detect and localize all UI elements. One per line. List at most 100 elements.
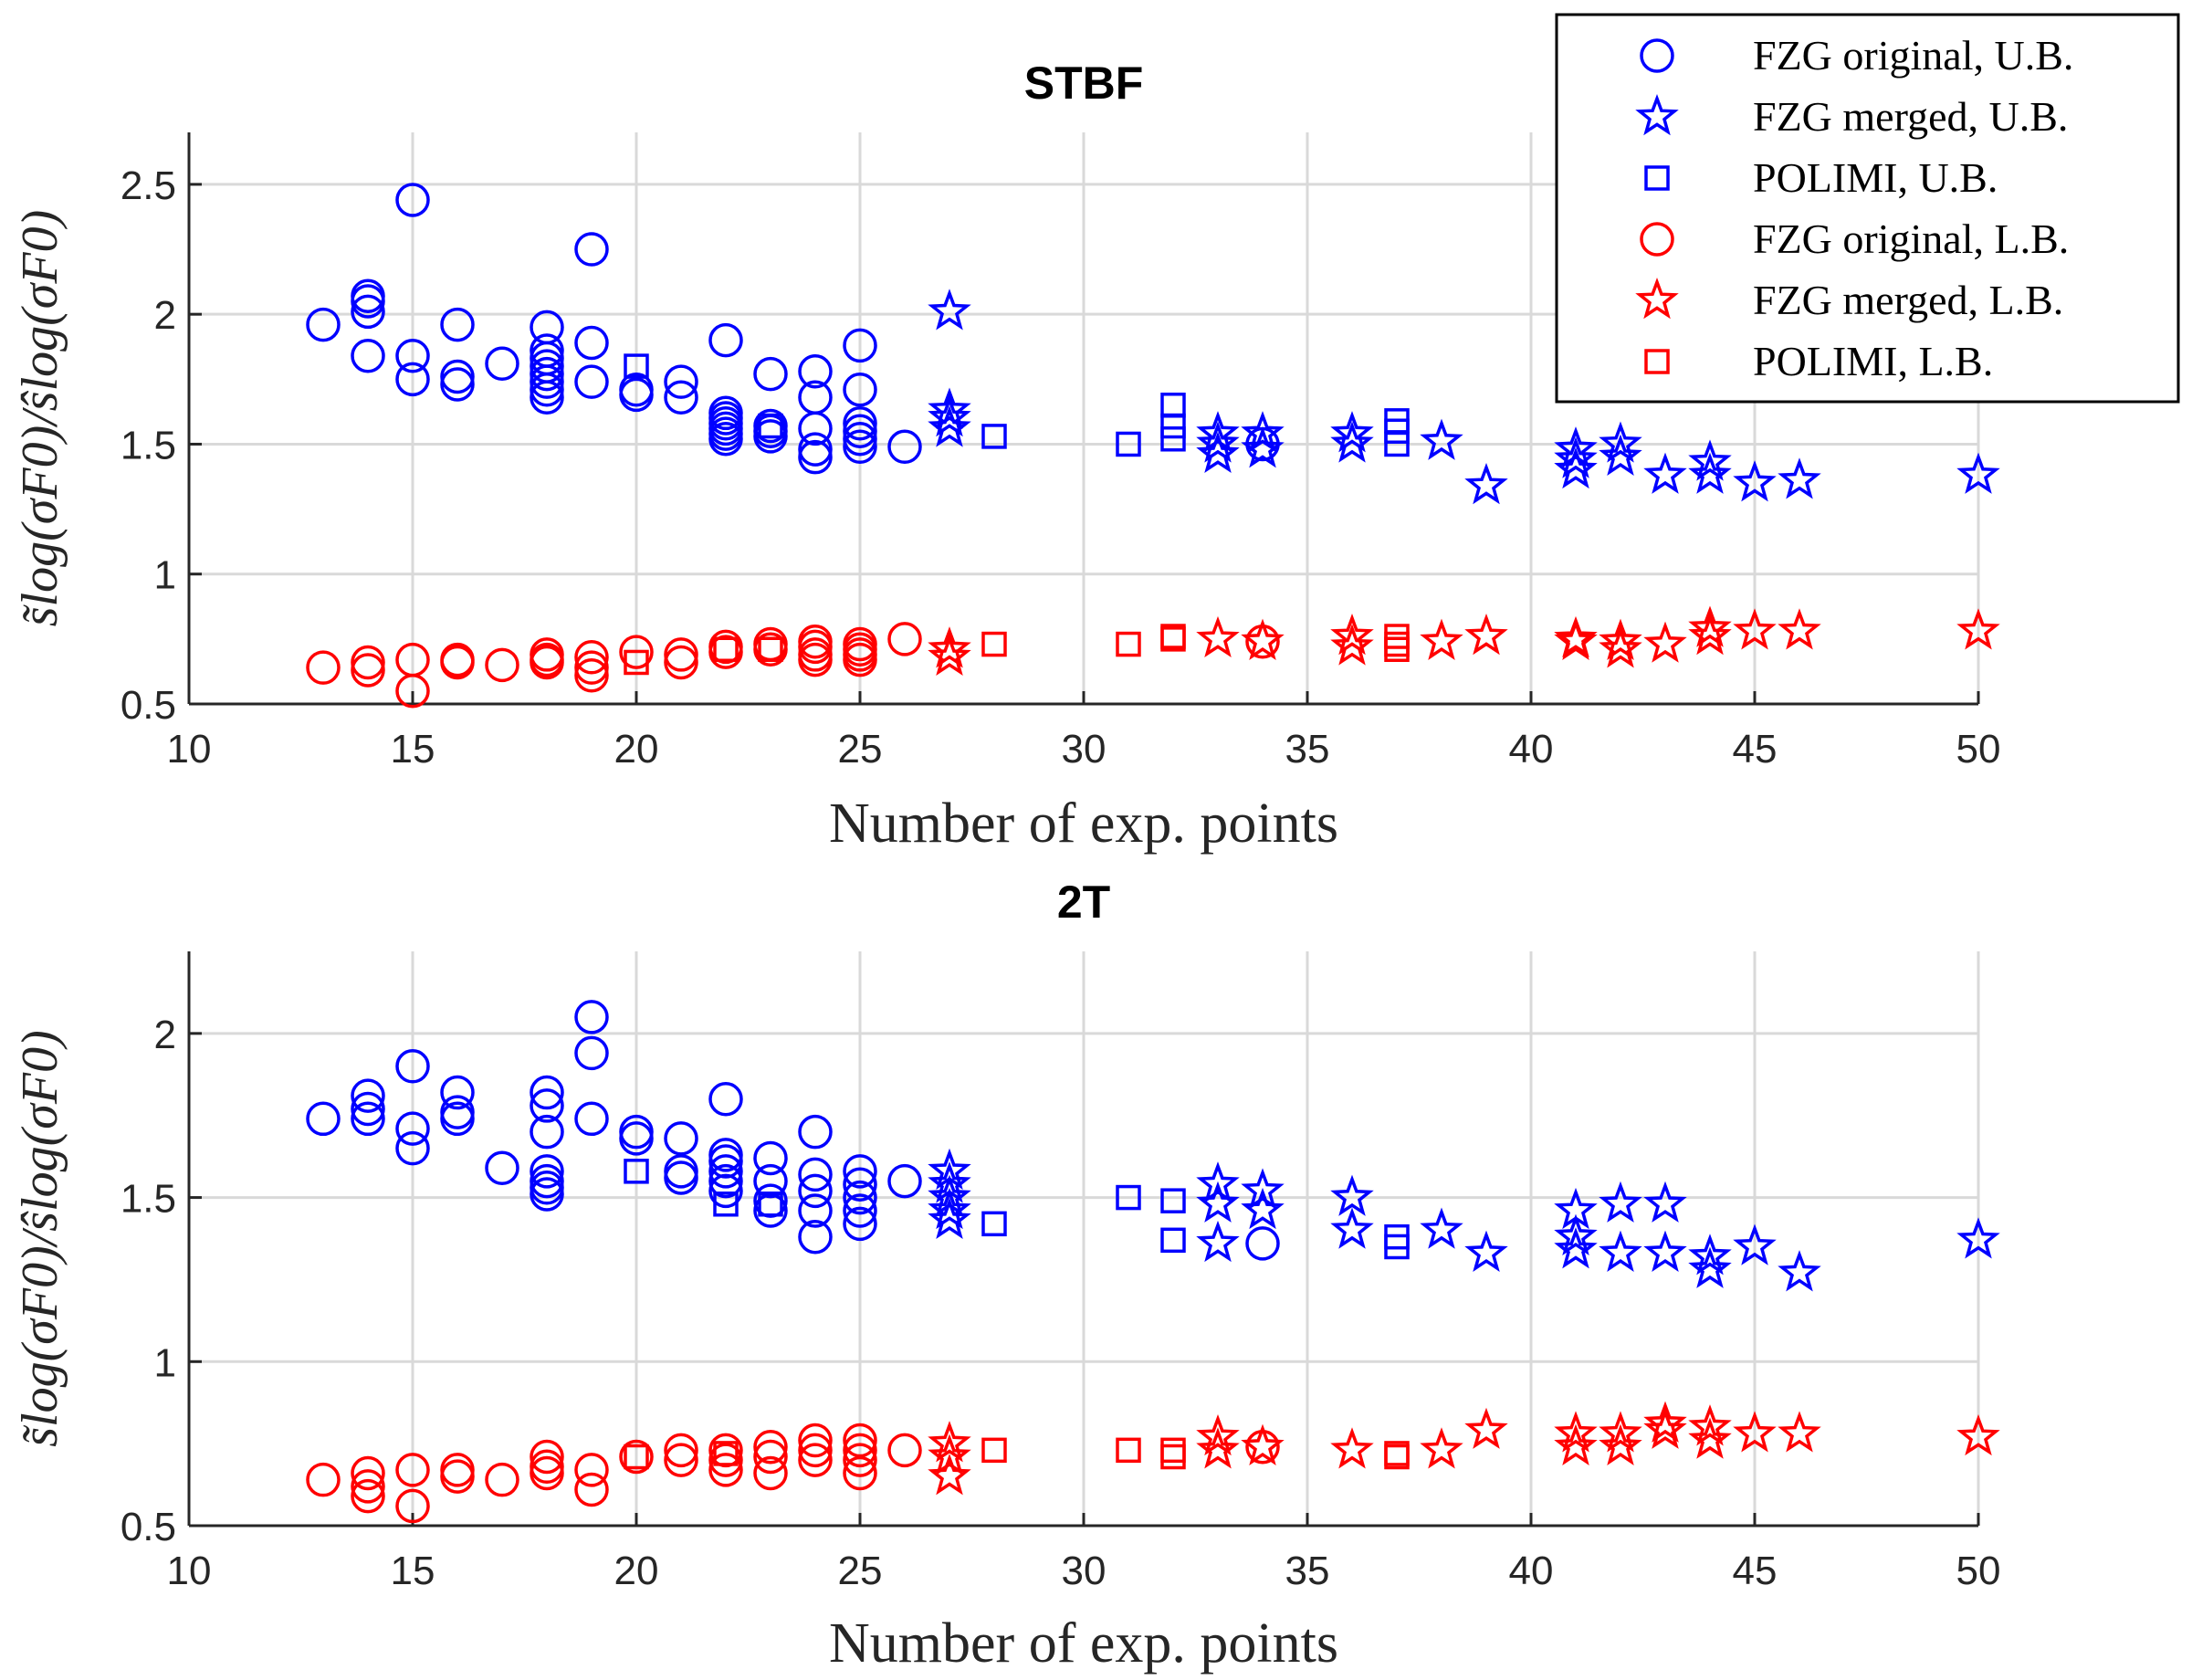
stbf-data-point <box>395 183 430 217</box>
stbf-data-point <box>798 432 833 467</box>
stbf-data-point <box>798 629 833 665</box>
2t-series-fzg-original-u-b <box>306 1000 1280 1261</box>
stbf-x-tick-label: 25 <box>838 727 883 772</box>
stbf-data-point <box>1688 605 1732 647</box>
2t-data-point <box>574 1035 609 1071</box>
2t-data-point <box>1643 1181 1687 1223</box>
stbf-data-point <box>843 414 877 448</box>
legend-entry-label: FZG merged, L.B. <box>1753 277 2063 323</box>
stbf-data-point <box>574 364 609 399</box>
stbf-data-point <box>351 338 385 373</box>
2t-data-point <box>1599 1230 1642 1272</box>
stbf-data-point <box>574 232 609 267</box>
2t-data-point <box>843 1423 877 1458</box>
2t-data-point <box>981 1211 1007 1237</box>
stbf-data-point <box>440 367 475 402</box>
stbf-data-point <box>530 372 564 407</box>
stbf-x-tick-label: 20 <box>614 727 659 772</box>
2t-data-point <box>1196 1220 1240 1263</box>
stbf-data-point <box>1160 413 1186 439</box>
2t-data-point <box>624 1159 649 1184</box>
2t-data-point <box>843 1180 877 1215</box>
2t-data-point <box>530 1455 564 1491</box>
2t-data-point <box>1384 1234 1410 1260</box>
2t-data-point <box>1196 1427 1240 1469</box>
stbf-data-point <box>1116 631 1141 657</box>
2t-data-point <box>1956 1413 2000 1456</box>
stbf-data-point <box>530 364 564 399</box>
2t-x-tick-label: 50 <box>1956 1549 2001 1593</box>
2t-data-point <box>351 1455 385 1491</box>
2t-data-point <box>1241 1187 1285 1230</box>
stbf-data-point <box>1196 411 1240 453</box>
2t-y-axis-label: s̃log(σF0)/ŝlog(σF0) <box>12 1030 68 1447</box>
stbf-data-point <box>887 622 922 656</box>
stbf-data-point <box>1160 393 1186 418</box>
stbf-data-point <box>1956 608 2000 650</box>
stbf-data-point <box>1420 418 1463 460</box>
stbf-data-point <box>624 649 649 676</box>
2t-data-point <box>440 1075 475 1110</box>
2t-data-point <box>758 1192 783 1217</box>
2t-series-fzg-original-l-b <box>306 1423 1280 1524</box>
stbf-data-point <box>708 635 743 669</box>
stbf-series-fzg-original-u-b <box>306 183 1280 475</box>
2t-series-fzg-merged-l-b <box>928 1401 2000 1496</box>
2t-data-point <box>574 1472 609 1507</box>
2t-y-tick-label: 1 <box>154 1340 176 1385</box>
stbf-data-point <box>351 284 385 319</box>
stbf-data-point <box>1330 624 1374 666</box>
2t-data-point <box>530 1439 564 1475</box>
stbf-data-point <box>306 650 341 685</box>
stbf-data-point <box>1688 613 1732 656</box>
2t-data-point <box>753 1193 788 1228</box>
stbf-data-point <box>530 645 564 680</box>
stbf-data-point <box>624 353 649 379</box>
2t-data-point <box>843 1193 877 1228</box>
2t-data-point <box>1330 1427 1374 1469</box>
2t-data-point <box>708 1173 743 1209</box>
stbf-data-point <box>1420 618 1463 660</box>
2t-data-point <box>1778 1250 1821 1292</box>
2t-y-tick-label: 2 <box>154 1013 176 1057</box>
stbf-data-point <box>1599 421 1642 463</box>
stbf-data-point <box>1688 439 1732 481</box>
2t-data-point <box>843 1443 877 1477</box>
stbf-data-point <box>758 413 783 439</box>
2t-data-point <box>1688 1404 1732 1446</box>
2t-data-point <box>713 1441 739 1466</box>
2t-data-point <box>1196 1413 1240 1456</box>
stbf-data-point <box>1196 431 1240 474</box>
2t-data-point <box>798 1114 833 1150</box>
stbf-data-point <box>1956 452 2000 494</box>
stbf-y-axis-label: s̃log(σF0)/ŝlog(σF0) <box>12 210 68 627</box>
stbf-data-point <box>485 647 519 683</box>
stbf-series-fzg-merged-l-b <box>928 605 2000 677</box>
2t-data-point <box>351 1078 385 1113</box>
stbf-data-point <box>708 422 743 457</box>
2t-data-point <box>395 1488 430 1524</box>
legend-marker-circle-icon <box>1640 222 1674 257</box>
stbf-data-point <box>485 346 519 381</box>
2t-data-point <box>1599 1423 1642 1465</box>
stbf-data-point <box>798 411 833 446</box>
2t-data-point <box>753 1429 788 1465</box>
stbf-series-fzg-original-l-b <box>306 622 1280 709</box>
2t-data-point <box>1554 1227 1598 1269</box>
legend-marker-square-icon <box>1644 165 1670 191</box>
2t-x-tick-label: 30 <box>1062 1549 1106 1593</box>
stbf-data-point <box>1554 436 1598 478</box>
2t-data-point <box>1160 1227 1186 1254</box>
2t-data-point <box>485 1462 519 1497</box>
2t-data-point <box>1688 1417 1732 1459</box>
2t-title: 2T <box>1057 877 1110 928</box>
2t-data-point <box>351 1469 385 1504</box>
2t-data-point <box>981 1437 1007 1464</box>
stbf-x-tick-label: 35 <box>1285 727 1330 772</box>
stbf-data-point <box>530 380 564 415</box>
2t-data-point <box>1160 1188 1186 1213</box>
stbf-data-point <box>928 387 971 429</box>
stbf-data-point <box>351 645 385 680</box>
stbf-data-point <box>395 338 430 373</box>
